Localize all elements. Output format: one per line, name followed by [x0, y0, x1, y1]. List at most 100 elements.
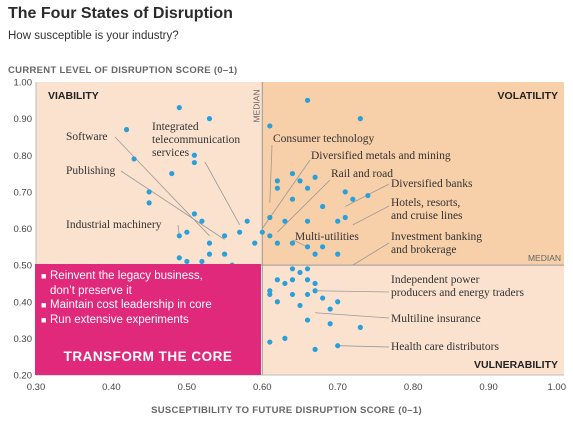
data-point — [335, 218, 341, 224]
data-point — [304, 97, 311, 103]
data-point — [312, 346, 318, 352]
data-point — [357, 116, 363, 122]
data-point — [176, 233, 182, 239]
x-tick-label: 0.60 — [253, 382, 272, 393]
data-point — [267, 123, 273, 129]
data-point — [312, 251, 318, 257]
data-point — [365, 192, 371, 199]
annotation-leader-line — [204, 161, 241, 226]
data-point — [327, 306, 333, 312]
data-point — [342, 189, 348, 195]
annotation-label: Diversified metals and mining — [311, 150, 451, 162]
data-point — [267, 214, 273, 221]
annotation-leader-line — [352, 205, 390, 226]
annotation-label-line: Integrated — [152, 121, 199, 133]
data-point — [176, 105, 182, 111]
data-point — [297, 302, 303, 309]
callout-bullet-text: Run extensive experiments — [50, 313, 189, 326]
data-point — [221, 251, 228, 257]
annotation-leader-line — [315, 312, 390, 319]
data-point — [274, 178, 280, 184]
x-tick-label: 0.70 — [328, 382, 347, 393]
data-point — [312, 174, 318, 180]
data-point — [289, 170, 296, 177]
annotation-label-line: services — [152, 147, 190, 159]
data-point — [176, 255, 182, 261]
data-point — [304, 185, 311, 191]
data-point — [304, 218, 311, 224]
callout-bullet-text: Reinvent the legacy business, don’t pres… — [50, 270, 203, 297]
data-point — [199, 218, 205, 224]
x-tick-label: 1.00 — [548, 382, 567, 393]
data-point — [335, 343, 341, 349]
data-point — [335, 251, 341, 257]
chart-subtitle: How susceptible is your industry? — [8, 30, 179, 42]
annotation-label-line: Health care distributors — [391, 341, 499, 353]
data-point — [184, 258, 190, 265]
data-point — [191, 152, 197, 158]
y-tick-label: 0.60 — [14, 224, 33, 235]
data-point — [289, 291, 296, 298]
annotation-label-line: and cruise lines — [391, 210, 463, 222]
annotation-leader-line — [277, 179, 331, 233]
data-point — [274, 299, 280, 305]
callout-bullets: ■ Reinvent the legacy business, don’t pre… — [41, 269, 212, 327]
data-point — [297, 269, 303, 276]
data-point — [335, 299, 341, 305]
annotation-leader-line — [269, 144, 273, 203]
data-point — [312, 288, 318, 294]
x-tick-label: 0.30 — [27, 382, 46, 393]
annotation-leader-line — [352, 242, 390, 266]
data-point — [282, 280, 288, 287]
x-tick-label: 0.40 — [102, 382, 121, 393]
data-point — [206, 116, 213, 122]
annotation-leader-line — [315, 290, 390, 293]
annotation-label: Health care distributors — [391, 341, 499, 353]
data-point — [304, 317, 311, 323]
data-point — [320, 244, 326, 250]
data-point — [289, 196, 296, 202]
x-tick-label: 0.80 — [404, 382, 423, 393]
annotation-label: Multi-utilities — [295, 231, 359, 243]
quadrant-label-volatility: VOLATILITY — [498, 90, 558, 102]
data-point — [146, 200, 152, 206]
y-tick-label: 0.90 — [14, 114, 33, 125]
data-point — [274, 240, 280, 246]
data-point — [327, 321, 333, 327]
data-point — [320, 295, 326, 301]
annotation-leader-line — [337, 345, 390, 348]
data-point — [252, 240, 258, 246]
data-point — [206, 251, 213, 257]
annotation-label-line: and brokerage — [391, 244, 456, 256]
annotation-label: Industrial machinery — [66, 219, 162, 231]
annotation-label-line: Multiline insurance — [391, 313, 481, 325]
y-axis-label: CURRENT LEVEL OF DISRUPTION SCORE (0–1) — [8, 65, 238, 76]
data-point — [221, 233, 228, 239]
data-point — [304, 266, 311, 272]
y-tick-label: 0.30 — [14, 334, 33, 345]
data-point — [320, 203, 326, 210]
data-point — [289, 240, 296, 246]
data-point — [237, 229, 243, 235]
data-point — [267, 339, 273, 345]
annotation-label: Investment banking and brokerage — [391, 231, 482, 256]
data-point — [191, 211, 197, 217]
data-point — [259, 229, 265, 235]
data-point — [169, 170, 175, 177]
data-point — [282, 218, 288, 224]
data-point — [297, 178, 303, 184]
data-point — [184, 229, 190, 235]
annotation-label-line: Consumer technology — [273, 133, 374, 145]
quadrant-label-vulnerability: VULNERABILITY — [474, 359, 558, 371]
data-point — [342, 214, 348, 221]
data-point — [206, 240, 213, 246]
x-tick-label: 0.50 — [178, 382, 197, 393]
annotation-label-line: telecommunication — [152, 134, 240, 146]
annotation-label-line: Publishing — [66, 165, 115, 177]
median-x-label: MEDIAN — [251, 89, 261, 122]
transform-the-core-callout: ■ Reinvent the legacy business, don’t pre… — [35, 264, 261, 375]
annotation-label-line: Industrial machinery — [66, 219, 162, 231]
callout-bullet: ■ Reinvent the legacy business, don’t pre… — [41, 270, 203, 297]
annotation-label-line: Diversified metals and mining — [311, 150, 451, 162]
